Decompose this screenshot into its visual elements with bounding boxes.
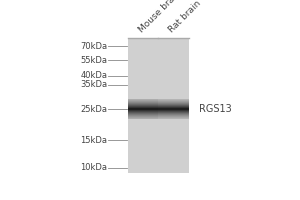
- Bar: [158, 99, 189, 100]
- Bar: [128, 38, 158, 173]
- Text: Mouse brain: Mouse brain: [137, 0, 182, 35]
- Bar: [128, 107, 158, 108]
- Bar: [128, 99, 158, 100]
- Bar: [158, 113, 189, 114]
- Bar: [128, 118, 158, 119]
- Bar: [158, 116, 189, 117]
- Bar: [128, 115, 158, 116]
- Bar: [158, 108, 189, 109]
- Bar: [128, 116, 158, 117]
- Bar: [158, 106, 189, 107]
- Bar: [128, 109, 158, 110]
- Bar: [128, 108, 158, 109]
- Text: 40kDa: 40kDa: [80, 71, 107, 80]
- Bar: [128, 106, 158, 107]
- Bar: [128, 103, 158, 104]
- Bar: [158, 110, 189, 111]
- Bar: [158, 105, 189, 106]
- Bar: [158, 118, 189, 119]
- Bar: [158, 107, 189, 108]
- Bar: [128, 105, 158, 106]
- Bar: [128, 111, 158, 112]
- Bar: [128, 101, 158, 102]
- Text: 10kDa: 10kDa: [80, 163, 107, 172]
- Bar: [158, 114, 189, 115]
- Bar: [158, 111, 189, 112]
- Bar: [128, 113, 158, 114]
- Bar: [158, 101, 189, 102]
- Bar: [128, 117, 158, 118]
- Bar: [158, 104, 189, 105]
- Bar: [158, 103, 189, 104]
- Bar: [128, 102, 158, 103]
- Bar: [128, 110, 158, 111]
- Bar: [158, 102, 189, 103]
- Text: 25kDa: 25kDa: [80, 105, 107, 114]
- Bar: [128, 100, 158, 101]
- Bar: [128, 114, 158, 115]
- Bar: [158, 109, 189, 110]
- Bar: [158, 117, 189, 118]
- Text: RGS13: RGS13: [199, 104, 232, 114]
- Text: 35kDa: 35kDa: [80, 80, 107, 89]
- Text: Rat brain: Rat brain: [167, 0, 203, 35]
- Text: 15kDa: 15kDa: [80, 136, 107, 145]
- Bar: [128, 112, 158, 113]
- Bar: [158, 100, 189, 101]
- Bar: [128, 104, 158, 105]
- Bar: [158, 115, 189, 116]
- Text: 55kDa: 55kDa: [80, 56, 107, 65]
- Bar: [158, 112, 189, 113]
- Text: 70kDa: 70kDa: [80, 42, 107, 51]
- Bar: [158, 38, 189, 173]
